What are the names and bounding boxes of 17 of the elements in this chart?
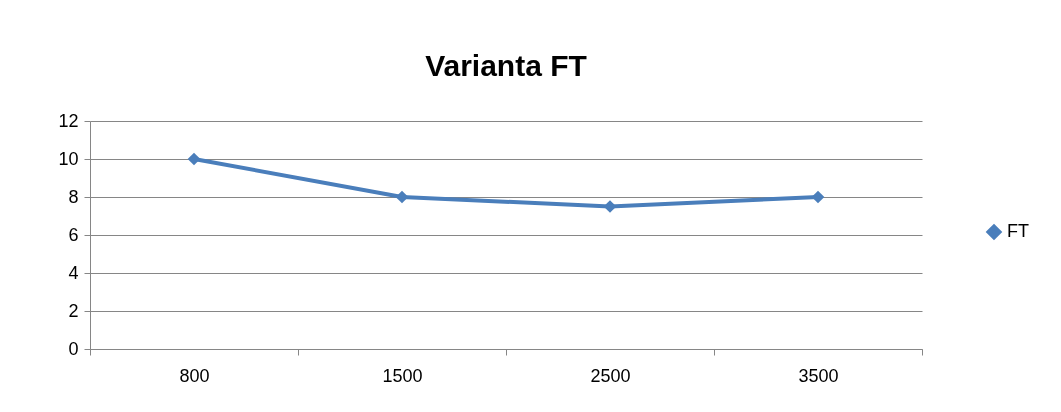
- y-tick-label: 10: [58, 148, 79, 169]
- y-tick-label: 6: [68, 224, 79, 245]
- point: [187, 152, 201, 166]
- y-tick-label: 8: [68, 186, 79, 207]
- point: [395, 190, 409, 204]
- x-tick-label: 3500: [798, 365, 839, 386]
- y-tick-label: 12: [58, 110, 79, 131]
- point: [603, 200, 617, 213]
- point: [811, 190, 825, 204]
- x-tick-label: 800: [179, 365, 210, 386]
- y-tick-label: 4: [68, 262, 79, 283]
- legend-label: FT: [1007, 221, 1029, 241]
- x-tick-label: 2500: [590, 365, 631, 386]
- y-tick-label: 2: [68, 300, 79, 321]
- y-tick-label: 0: [68, 338, 79, 359]
- chart-title: Varianta FT: [425, 49, 587, 82]
- x-tick-label: 1500: [382, 365, 423, 386]
